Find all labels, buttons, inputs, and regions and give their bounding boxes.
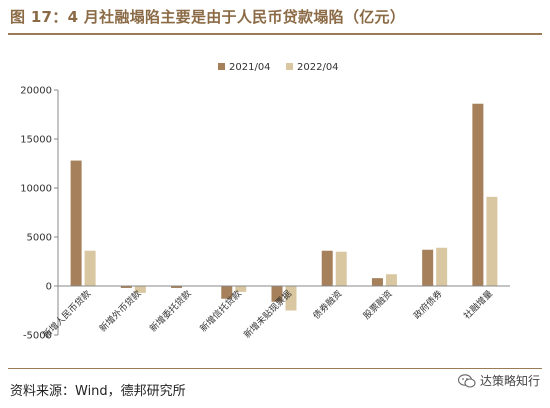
bar (235, 286, 247, 292)
bar (134, 286, 146, 293)
x-category-label: 社融增量 (461, 288, 495, 322)
bar (84, 250, 96, 286)
y-tick-label: 5000 (27, 233, 52, 244)
x-category-label: 新增外币贷款 (97, 288, 144, 335)
title-rule (8, 33, 542, 35)
bar (385, 274, 397, 286)
watermark: 达策略知行 (457, 372, 540, 389)
x-category-label: 新增未贴现票据 (241, 288, 294, 341)
x-category-label: 新增委托贷款 (147, 288, 194, 335)
x-category-label: 新增人民币贷款 (40, 288, 93, 341)
x-category-label: 债券融资 (310, 288, 344, 322)
bar (171, 286, 183, 288)
y-tick-label: 10000 (20, 184, 52, 195)
y-tick-label: 0 (46, 282, 52, 293)
bar (472, 103, 484, 286)
y-axis: -5000 0 5000 10000 15000 20000 (20, 86, 59, 342)
figure-title: 图 17：4 月社融塌陷主要是由于人民币贷款塌陷（亿元） (10, 8, 406, 26)
x-category-label: 股票融资 (361, 288, 394, 321)
legend: 2021/04 2022/04 (218, 62, 339, 73)
source-note: 资料来源：Wind，德邦研究所 (10, 384, 186, 399)
footer-rule (8, 368, 542, 369)
legend-label: 2022/04 (297, 62, 339, 73)
bar (285, 286, 297, 311)
watermark-text: 达策略知行 (479, 374, 540, 388)
x-category-label: 政府债券 (411, 288, 445, 322)
x-category-label: 新增信托贷款 (197, 288, 244, 335)
y-tick-label: -5000 (23, 331, 52, 342)
legend-label: 2021/04 (229, 62, 271, 73)
wechat-icon (457, 373, 476, 388)
bar (422, 249, 434, 286)
bar (321, 250, 333, 286)
bar (371, 278, 383, 286)
bar (271, 286, 283, 302)
bar (120, 286, 132, 288)
bar (436, 247, 448, 286)
bar (335, 251, 347, 286)
bars (70, 103, 498, 311)
bar-chart: 2021/04 2022/04 -5000 0 5000 10000 15000 20000… (20, 62, 510, 342)
legend-swatch (218, 63, 225, 70)
bar (486, 196, 498, 286)
y-tick-label: 15000 (20, 135, 52, 146)
y-tick-label: 20000 (20, 86, 52, 97)
bar (70, 160, 82, 286)
legend-swatch (286, 63, 293, 70)
bar (221, 286, 233, 299)
